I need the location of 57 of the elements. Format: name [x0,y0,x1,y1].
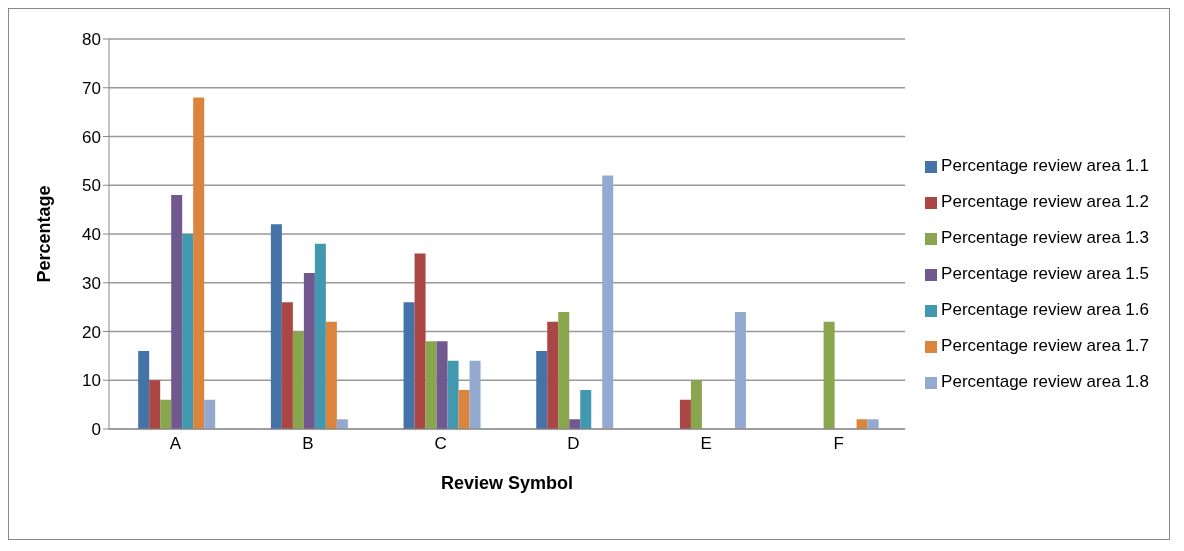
y-tick-label: 20 [82,322,101,342]
bar [336,419,348,429]
legend-label: Percentage review area 1.5 [941,264,1149,283]
bar [547,321,559,429]
bar [171,195,183,429]
x-tick-label: B [302,434,314,454]
bar [325,321,337,429]
y-tick-label: 30 [82,273,101,293]
y-tick-label: 60 [82,127,101,147]
bar [867,419,879,429]
bar [469,360,481,429]
bar [856,419,868,429]
x-tick-label: C [434,434,447,454]
y-axis-title: Percentage [34,185,55,283]
legend-label: Percentage review area 1.3 [941,228,1149,247]
legend-label: Percentage review area 1.6 [941,300,1149,319]
bar [602,175,614,429]
y-tick-label: 40 [82,225,101,245]
x-axis-title: Review Symbol [441,473,574,493]
bar [458,390,470,429]
x-tick-label: E [700,434,712,454]
y-tick-label: 70 [82,78,101,98]
x-tick-label: A [169,434,182,454]
bar [734,312,746,429]
legend-label: Percentage review area 1.1 [941,156,1149,175]
y-tick-label: 80 [82,30,101,50]
bar [536,351,548,429]
x-tick-label: F [833,434,844,454]
bar [447,360,459,429]
legend-label: Percentage review area 1.7 [941,336,1149,355]
bar [823,321,835,429]
bar [679,399,691,429]
y-tick-label: 10 [82,371,101,391]
bar [690,380,702,429]
bar [292,331,304,429]
bar [569,419,581,429]
legend-label: Percentage review area 1.8 [941,372,1149,391]
bar [314,243,326,429]
x-tick-label: D [567,434,580,454]
bar [182,234,194,429]
bar [270,224,282,429]
bar [580,390,592,429]
bar [436,341,448,429]
bar [558,312,570,429]
bar [193,97,205,429]
bar [160,399,172,429]
bar [204,399,216,429]
bar [425,341,437,429]
y-tick-label: 50 [82,176,101,196]
bar [281,302,293,429]
bar [403,302,415,429]
bar [414,253,426,429]
y-tick-label: 0 [91,420,101,440]
bar [138,351,150,429]
bar [303,273,315,429]
bar [149,380,161,429]
legend-label: Percentage review area 1.2 [941,192,1149,211]
